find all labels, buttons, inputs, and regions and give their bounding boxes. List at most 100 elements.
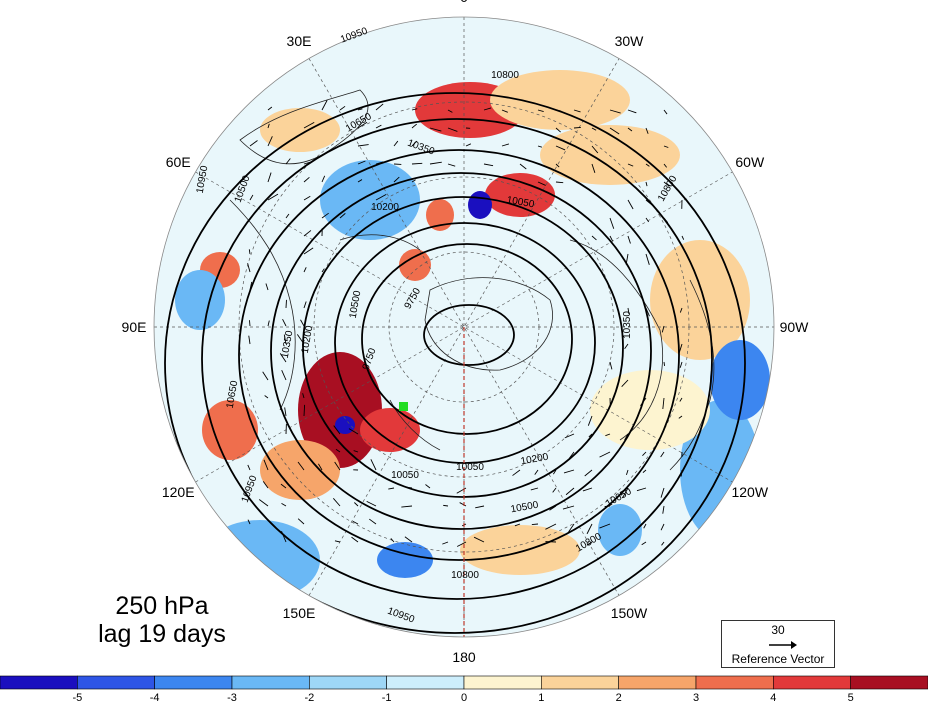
anomaly-patch — [468, 191, 492, 219]
wind-vector — [555, 127, 561, 133]
wind-vector — [401, 505, 413, 508]
wind-vector — [429, 161, 442, 165]
wind-vector — [333, 425, 341, 435]
wind-vector — [303, 404, 306, 417]
height-contour — [238, 149, 680, 561]
wind-vector — [565, 487, 575, 496]
wind-vector — [568, 523, 575, 533]
wind-vector — [660, 451, 665, 458]
wind-vector — [267, 123, 270, 129]
wind-vector — [555, 181, 564, 184]
wind-vector — [411, 108, 418, 111]
wind-vector — [680, 469, 683, 477]
height-contour — [270, 172, 652, 530]
wind-vector — [545, 523, 557, 530]
wind-vector — [625, 253, 629, 265]
wind-vector — [537, 181, 546, 186]
height-contour — [361, 243, 573, 435]
anomaly-patch — [377, 542, 433, 578]
wind-vector — [640, 397, 647, 407]
wind-vector — [483, 107, 492, 111]
wind-vector — [357, 160, 366, 165]
wind-vector — [375, 161, 384, 165]
longitude-label: 90W — [780, 319, 810, 335]
wind-vector — [442, 541, 449, 545]
coastline — [339, 234, 421, 251]
wind-vector — [512, 469, 521, 476]
wind-vector — [609, 235, 614, 242]
wind-vector — [642, 451, 647, 457]
wind-vector — [573, 109, 581, 113]
colorbar-swatch — [773, 675, 851, 690]
wind-vector — [375, 124, 382, 129]
wind-vector — [249, 320, 251, 327]
colorbar-tick-label: 0 — [461, 692, 467, 702]
longitude-label: 30W — [615, 33, 645, 49]
wind-vector — [375, 193, 387, 201]
wind-vector — [296, 334, 305, 345]
wind-vector — [303, 230, 312, 237]
wind-vector — [404, 536, 413, 543]
wind-vector — [514, 523, 521, 527]
wind-vector — [679, 397, 683, 402]
contour-label: 10200 — [300, 324, 316, 354]
anomaly-patch — [650, 240, 750, 360]
wind-vector — [281, 502, 287, 507]
wind-vector — [663, 145, 669, 148]
wind-vector — [681, 235, 685, 240]
wind-vector — [357, 121, 368, 129]
wind-vector — [249, 194, 254, 201]
wind-vector — [627, 127, 633, 132]
wind-vector — [447, 127, 458, 132]
wind-vector — [465, 143, 472, 147]
longitude-labels: 0 30W 60W 90W 120W 150W 180 150E 120E 90E 60E 30E — [122, 0, 810, 665]
height-contour — [201, 118, 713, 600]
wind-vector — [321, 268, 325, 273]
wind-vector — [624, 433, 629, 441]
coastline — [239, 89, 369, 165]
wind-vector — [353, 450, 359, 453]
wind-vector — [626, 469, 629, 475]
wind-vector — [663, 109, 668, 115]
wind-vector — [563, 469, 575, 474]
wind-vector — [662, 397, 665, 410]
wind-vector — [627, 199, 634, 210]
wind-vector — [283, 334, 287, 345]
anomaly-patch — [260, 440, 340, 500]
wind-vector — [411, 179, 416, 183]
wind-vector — [586, 541, 593, 546]
height-contour — [302, 196, 624, 498]
wind-vector — [264, 395, 269, 399]
colorbar-swatch — [0, 675, 78, 690]
meridian-line — [308, 58, 620, 596]
plot-title: 250 hPa lag 19 days — [62, 592, 262, 648]
colorbar-tick-label: 1 — [538, 692, 544, 702]
wind-vector — [591, 127, 597, 131]
title-level: 250 hPa — [115, 592, 209, 620]
wind-vector — [627, 163, 634, 167]
colorbar-tick-label: -5 — [72, 692, 82, 702]
wind-vector — [263, 459, 269, 471]
longitude-label: 150W — [611, 605, 648, 621]
wind-vector — [285, 158, 291, 165]
wind-vector — [303, 176, 310, 183]
coastline — [229, 199, 296, 411]
wind-vector — [318, 463, 323, 471]
wind-vector — [459, 502, 467, 507]
anomaly-patch — [399, 249, 431, 281]
wind-vector — [247, 464, 251, 471]
anomaly-patch — [260, 108, 340, 152]
wind-vector — [604, 505, 611, 508]
wind-vector — [660, 523, 665, 531]
wind-vector — [645, 217, 650, 223]
longitude-label: 60E — [166, 154, 191, 170]
colorbar-tick-label: 4 — [770, 692, 776, 702]
map-boundary — [153, 16, 775, 638]
wind-vector — [357, 108, 363, 111]
wind-vector — [599, 451, 611, 458]
wind-vector — [622, 487, 629, 499]
wind-vector — [555, 109, 562, 112]
wind-vector — [605, 433, 611, 437]
contour-label: 10050 — [456, 462, 484, 473]
colorbar-swatch — [695, 675, 774, 690]
